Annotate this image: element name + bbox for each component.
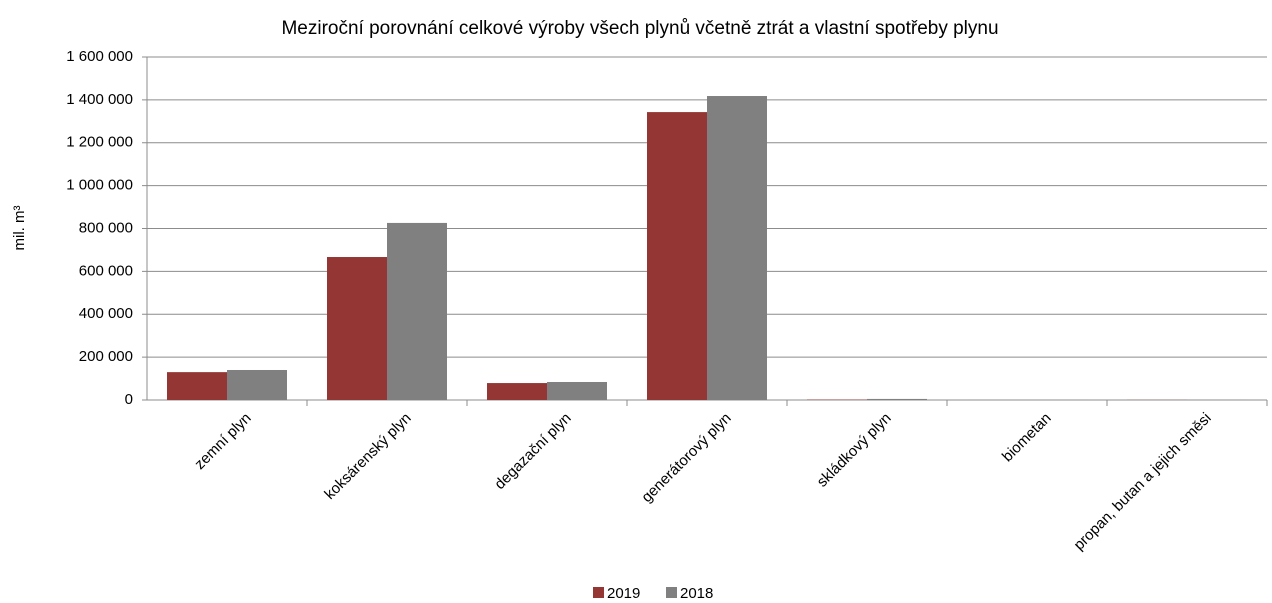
- bar: [227, 369, 287, 400]
- bar: [867, 398, 927, 400]
- x-tick-label: degazační plyn: [491, 410, 574, 493]
- y-tick-label: 1 200 000: [66, 134, 133, 151]
- legend-label: 2019: [607, 585, 640, 602]
- chart-title: Meziroční porovnání celkové výroby všech…: [281, 18, 998, 39]
- bar: [387, 222, 447, 400]
- bar: [707, 96, 767, 401]
- legend-swatch: [593, 587, 604, 598]
- x-tick-label: skládkový plyn: [814, 410, 895, 491]
- y-tick-label: 0: [125, 391, 133, 408]
- y-tick-label: 200 000: [79, 348, 133, 365]
- y-tick-label: 600 000: [79, 262, 133, 279]
- x-tick-label: generátorový plyn: [638, 410, 734, 506]
- bar: [167, 372, 227, 400]
- y-tick-label: 1 400 000: [66, 91, 133, 108]
- bar: [647, 112, 707, 401]
- x-tick-label: koksárenský plyn: [321, 410, 414, 503]
- y-tick-label: 400 000: [79, 305, 133, 322]
- bar: [327, 257, 387, 400]
- x-tick-label: biometan: [999, 410, 1055, 466]
- y-tick-label: 1 600 000: [66, 48, 133, 65]
- y-tick-label: 1 000 000: [66, 177, 133, 194]
- legend-label: 2018: [680, 585, 713, 602]
- legend-swatch: [666, 587, 677, 598]
- y-tick-label: 800 000: [79, 219, 133, 236]
- x-tick-label: zemní plyn: [191, 410, 254, 473]
- bar: [487, 383, 547, 400]
- x-tick-label: propan, butan a jejich směsi: [1071, 410, 1215, 554]
- bar: [547, 381, 607, 400]
- y-axis-label: mil. m³: [11, 206, 28, 251]
